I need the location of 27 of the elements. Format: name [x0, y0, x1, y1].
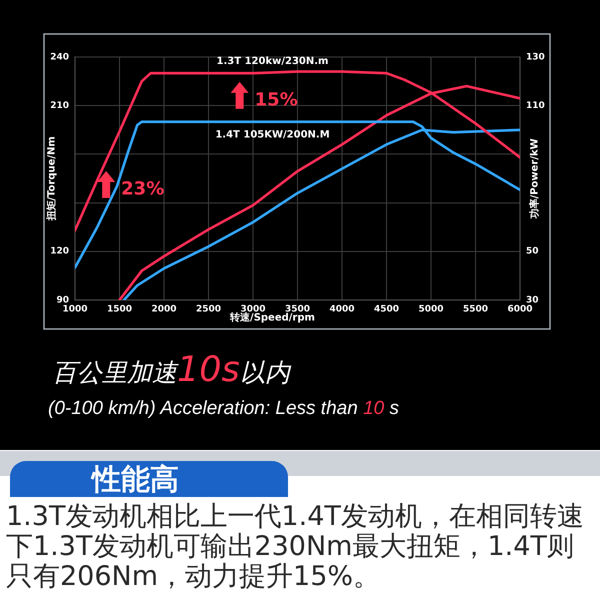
y-tick-label: 240: [50, 52, 69, 62]
series-label: 1.4T 105KW/200N.M: [215, 129, 330, 140]
y-tick-label: 120: [50, 246, 69, 257]
y-axis-title: 扭矩/Torque/Nm: [46, 136, 58, 222]
y2-tick-label: 130: [526, 52, 545, 62]
annotation: 23%: [121, 178, 164, 200]
x-tick-label: 2000: [151, 304, 177, 315]
y2-tick-label: 50: [526, 246, 539, 257]
text: (0-100 km/h) Acceleration: Less than 10 s: [48, 398, 399, 420]
x-tick-label: 4000: [329, 304, 355, 315]
x-tick-label: 6000: [507, 304, 533, 315]
x-tick-label: 1500: [106, 304, 132, 315]
y2-tick-label: 110: [526, 100, 545, 111]
x-tick-label: 5000: [418, 304, 444, 315]
y-tick-label: 90: [56, 295, 69, 306]
x-tick-label: 2500: [196, 304, 222, 315]
heading-banner: 性能高: [10, 461, 288, 497]
y-tick-label: 210: [50, 100, 69, 111]
x-tick-label: 1000: [62, 304, 88, 315]
text: 1.3T发动机相比上一代1.4T发动机，在相同转速下1.3T发动机可输出230Nm最大扭矩，1.4T则只有206Nm，动力提升15%。: [6, 501, 585, 592]
series-label: 1.3T 120kw/230N.m: [216, 56, 328, 68]
x-tick-label: 5500: [462, 304, 488, 315]
text: 百公里加速10s以内: [52, 350, 290, 392]
x-tick-label: 4500: [374, 304, 400, 315]
y2-axis-title: 功率/Power/kW: [528, 138, 541, 220]
annotation: 15%: [254, 90, 298, 111]
y2-tick-label: 30: [526, 295, 539, 306]
